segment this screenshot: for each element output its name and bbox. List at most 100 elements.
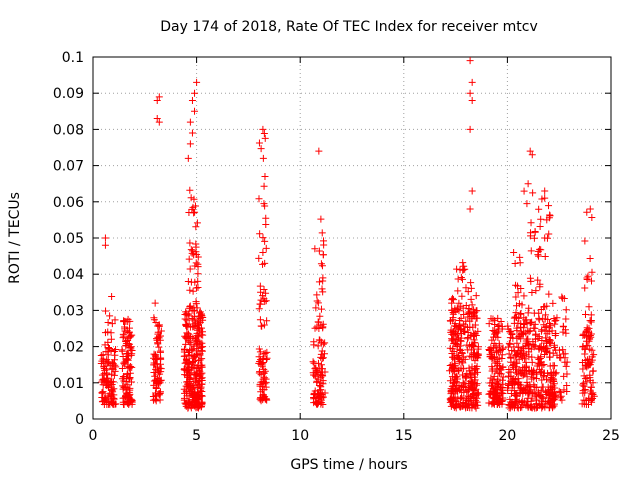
data-point [128, 350, 136, 358]
data-point [469, 353, 477, 361]
data-point [468, 366, 476, 374]
axis-ticks: 0 5 10 15 20 25 0 0.01 0.02 0.03 0.04 0.05 0.06 0.07 0… [53, 50, 620, 444]
y-tick-label: 0.02 [53, 340, 84, 356]
data-point [317, 215, 325, 223]
data-point [538, 336, 546, 344]
data-point [539, 315, 547, 323]
data-point [197, 380, 205, 388]
data-point [467, 284, 475, 292]
data-point [536, 223, 544, 231]
data-point [585, 332, 593, 340]
data-point [558, 293, 566, 301]
data-point [261, 298, 269, 306]
data-point [510, 248, 518, 256]
data-point [517, 284, 525, 292]
data-point [260, 182, 268, 190]
data-point [120, 383, 128, 391]
data-point [579, 365, 587, 373]
data-point [126, 390, 134, 398]
data-point [516, 390, 524, 398]
data-point [197, 331, 205, 339]
data-point [516, 259, 524, 267]
data-point [543, 302, 551, 310]
data-point [256, 282, 264, 290]
data-point [537, 343, 545, 351]
data-point [112, 400, 120, 408]
data-point [319, 324, 327, 332]
data-point [532, 400, 540, 408]
data-point [261, 202, 269, 210]
data-point [448, 396, 456, 404]
data-point [313, 297, 321, 305]
data-point [468, 342, 476, 350]
data-point [319, 393, 327, 401]
data-point [536, 392, 544, 400]
data-point [530, 324, 538, 332]
data-point [122, 356, 130, 364]
y-tick-label: 0.07 [53, 159, 84, 175]
data-point [451, 393, 459, 401]
data-point [559, 328, 567, 336]
data-point [541, 323, 549, 331]
data-point [470, 393, 478, 401]
data-point [107, 390, 115, 398]
data-point [528, 394, 536, 402]
data-point [463, 323, 471, 331]
data-point [309, 358, 317, 366]
data-point [508, 380, 516, 388]
data-point [466, 205, 474, 213]
data-point [499, 344, 507, 352]
data-point [107, 329, 115, 337]
data-point [451, 355, 459, 363]
data-point [183, 332, 191, 340]
data-point [155, 118, 163, 126]
data-point [259, 234, 267, 242]
data-point [534, 388, 542, 396]
data-point [194, 270, 202, 278]
data-point [524, 403, 532, 411]
data-point [468, 78, 476, 86]
data-point [488, 336, 496, 344]
data-point [505, 382, 513, 390]
data-point [124, 370, 132, 378]
data-point [188, 129, 196, 137]
data-point [493, 358, 501, 366]
data-point [521, 320, 529, 328]
data-point [196, 387, 204, 395]
data-point [153, 96, 161, 104]
data-point [465, 379, 473, 387]
data-point [528, 366, 536, 374]
data-point [563, 370, 571, 378]
x-tick-label: 15 [395, 428, 413, 444]
data-point [126, 395, 134, 403]
data-point [121, 323, 129, 331]
data-point [497, 318, 505, 326]
data-point [562, 315, 570, 323]
data-point [532, 330, 540, 338]
data-point [119, 334, 127, 342]
data-point [319, 372, 327, 380]
data-point [256, 356, 264, 364]
data-point [126, 324, 134, 332]
data-point [448, 296, 456, 304]
data-point [152, 397, 160, 405]
data-point [542, 311, 550, 319]
data-point [316, 392, 324, 400]
data-point [184, 154, 192, 162]
data-point [522, 342, 530, 350]
data-point [124, 381, 132, 389]
data-point [459, 359, 467, 367]
data-point [256, 230, 264, 238]
data-point [532, 375, 540, 383]
data-point [585, 324, 593, 332]
data-point [261, 374, 269, 382]
data-point [121, 327, 129, 335]
data-point [193, 304, 201, 312]
data-point [191, 356, 199, 364]
y-axis-label: ROTI / TECUs [7, 192, 23, 284]
data-point [557, 392, 565, 400]
data-point [448, 349, 456, 357]
data-point [262, 214, 270, 222]
data-point [581, 237, 589, 245]
data-point [319, 377, 327, 385]
